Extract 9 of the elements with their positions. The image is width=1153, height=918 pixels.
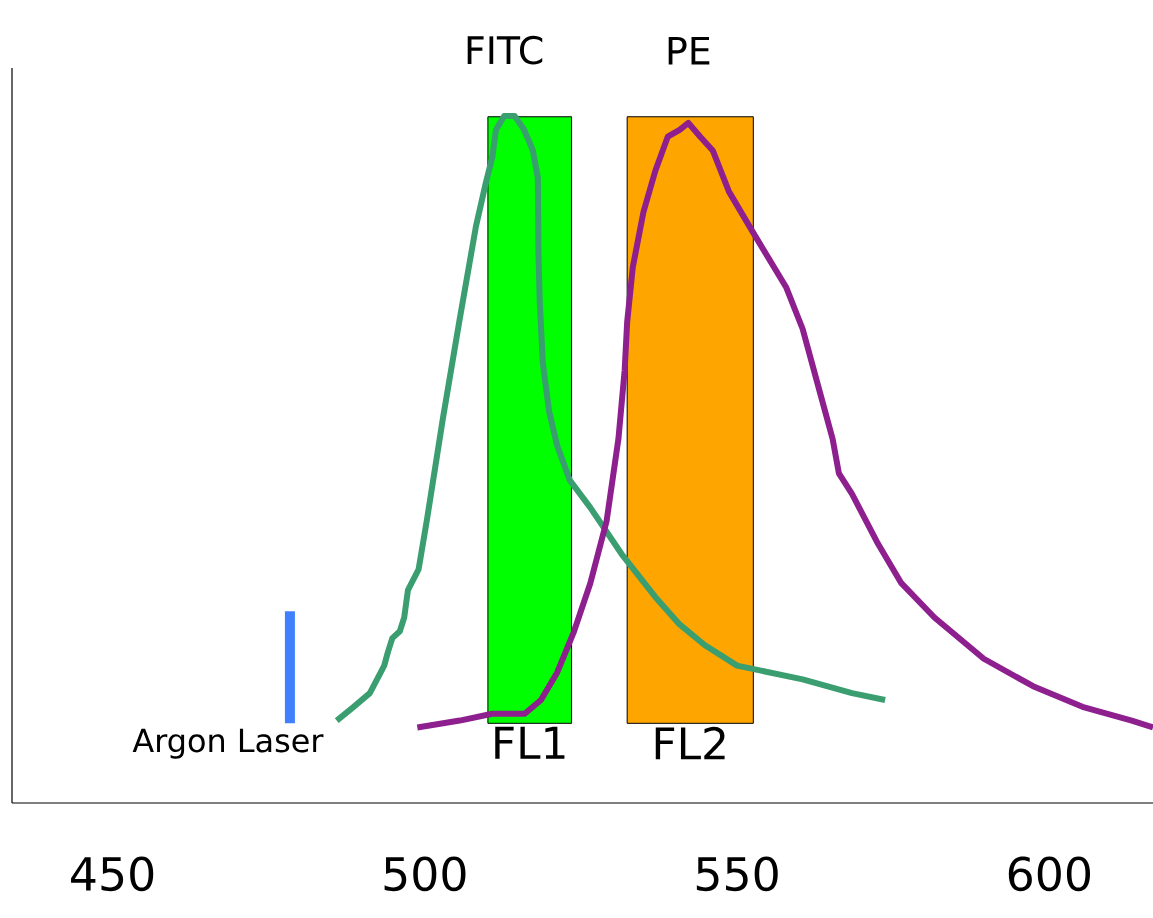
band-label: FL1 (495, 726, 565, 759)
x-tick-label: 500 (384, 856, 466, 892)
series-label: PE (668, 36, 710, 65)
ref-line-label: Argon Laser (132, 728, 324, 759)
series-label: FITC (467, 35, 543, 65)
x-tick-label: 550 (696, 856, 778, 892)
x-tick-label: 600 (1008, 856, 1091, 892)
x-tick-label: 450 (71, 856, 154, 892)
band-label: FL2 (655, 726, 725, 760)
